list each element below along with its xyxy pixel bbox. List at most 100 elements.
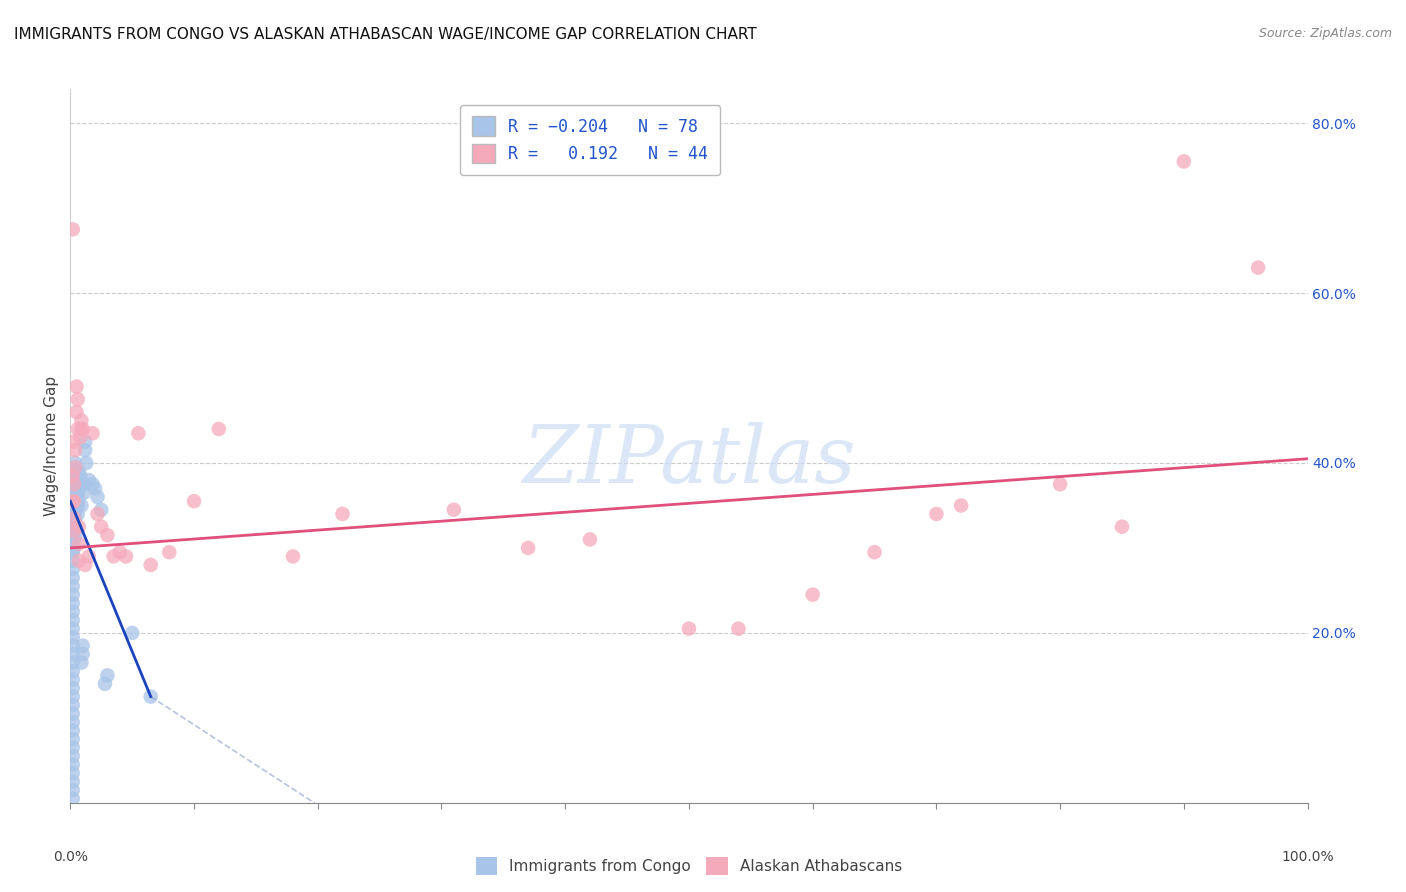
Point — [65, 511, 87, 525]
Point — [925, 507, 948, 521]
Point — [863, 545, 886, 559]
Point — [65, 456, 87, 470]
Point — [63, 541, 86, 555]
Point — [62, 545, 84, 559]
Y-axis label: Wage/Income Gap: Wage/Income Gap — [44, 376, 59, 516]
Point — [139, 690, 162, 704]
Point — [70, 422, 93, 436]
Point — [82, 426, 104, 441]
Point — [62, 783, 84, 797]
Point — [62, 588, 84, 602]
Point — [77, 473, 100, 487]
Point — [62, 579, 84, 593]
Point — [96, 668, 118, 682]
Point — [65, 460, 87, 475]
Point — [65, 502, 87, 516]
Point — [65, 443, 87, 458]
Point — [90, 519, 112, 533]
Point — [65, 490, 87, 504]
Point — [62, 664, 84, 678]
Point — [65, 482, 87, 496]
Point — [1049, 477, 1071, 491]
Point — [86, 507, 108, 521]
Point — [62, 222, 84, 236]
Point — [579, 533, 602, 547]
Point — [66, 392, 89, 407]
Point — [108, 545, 131, 559]
Point — [69, 477, 91, 491]
Point — [62, 774, 84, 789]
Point — [62, 757, 84, 772]
Point — [62, 732, 84, 747]
Text: Source: ZipAtlas.com: Source: ZipAtlas.com — [1258, 27, 1392, 40]
Point — [63, 507, 86, 521]
Point — [70, 499, 93, 513]
Point — [127, 426, 149, 441]
Point — [517, 541, 540, 555]
Point — [73, 477, 96, 491]
Point — [96, 528, 118, 542]
Legend: Immigrants from Congo, Alaskan Athabascans: Immigrants from Congo, Alaskan Athabasca… — [470, 851, 908, 880]
Point — [70, 413, 93, 427]
Point — [94, 677, 117, 691]
Point — [62, 554, 84, 568]
Point — [62, 723, 84, 738]
Point — [103, 549, 125, 564]
Point — [62, 656, 84, 670]
Point — [69, 430, 91, 444]
Point — [62, 605, 84, 619]
Point — [801, 588, 824, 602]
Text: IMMIGRANTS FROM CONGO VS ALASKAN ATHABASCAN WAGE/INCOME GAP CORRELATION CHART: IMMIGRANTS FROM CONGO VS ALASKAN ATHABAS… — [14, 27, 756, 42]
Point — [66, 494, 89, 508]
Point — [63, 499, 86, 513]
Text: 100.0%: 100.0% — [1281, 849, 1334, 863]
Point — [63, 490, 86, 504]
Point — [65, 473, 87, 487]
Point — [62, 740, 84, 755]
Point — [66, 422, 89, 436]
Point — [67, 465, 90, 479]
Point — [82, 477, 104, 491]
Point — [281, 549, 304, 564]
Point — [67, 554, 90, 568]
Point — [183, 494, 205, 508]
Point — [208, 422, 231, 436]
Point — [121, 626, 143, 640]
Point — [65, 519, 87, 533]
Point — [139, 558, 162, 572]
Point — [66, 485, 89, 500]
Point — [62, 562, 84, 576]
Point — [75, 558, 97, 572]
Point — [62, 698, 84, 712]
Point — [65, 379, 87, 393]
Point — [63, 524, 86, 538]
Point — [1173, 154, 1195, 169]
Point — [67, 482, 90, 496]
Point — [63, 494, 86, 508]
Point — [727, 622, 749, 636]
Point — [69, 468, 91, 483]
Point — [65, 528, 87, 542]
Point — [63, 477, 86, 491]
Point — [62, 715, 84, 730]
Point — [62, 571, 84, 585]
Point — [63, 465, 86, 479]
Point — [62, 647, 84, 661]
Point — [115, 549, 138, 564]
Point — [63, 516, 86, 530]
Point — [62, 434, 84, 449]
Point — [72, 422, 94, 436]
Point — [65, 494, 87, 508]
Point — [62, 791, 84, 805]
Point — [62, 494, 84, 508]
Point — [678, 622, 700, 636]
Point — [67, 519, 90, 533]
Point — [62, 639, 84, 653]
Point — [75, 434, 97, 449]
Point — [62, 690, 84, 704]
Point — [63, 524, 86, 538]
Point — [75, 456, 97, 470]
Point — [66, 490, 89, 504]
Point — [443, 502, 465, 516]
Point — [63, 533, 86, 547]
